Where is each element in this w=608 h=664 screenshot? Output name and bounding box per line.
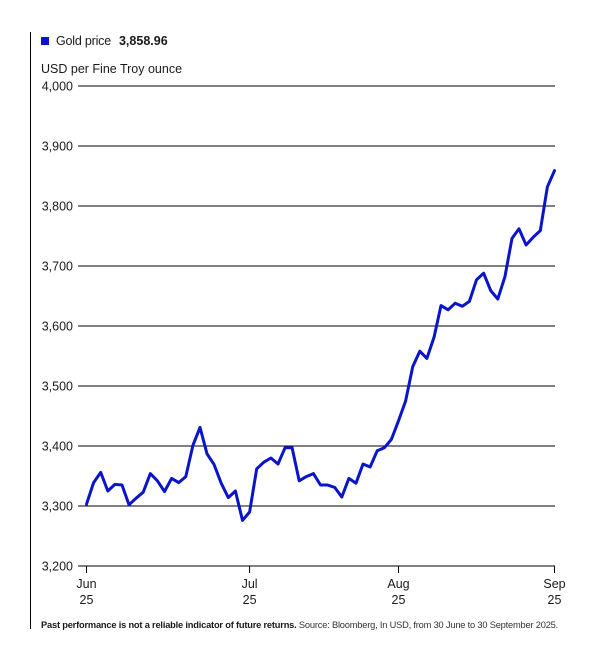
y-tick-label: 3,800 xyxy=(42,200,73,214)
y-tick-label: 3,300 xyxy=(42,500,73,514)
x-axis: Jun 25 Jul 25 Aug 25 Sep 25 xyxy=(76,566,566,607)
x-tick-label-year: 25 xyxy=(243,593,257,607)
left-frame-line xyxy=(30,32,31,629)
y-tick-label: 3,900 xyxy=(42,140,73,154)
y-tick-label: 3,400 xyxy=(42,440,73,454)
y-axis-unit-label: USD per Fine Troy ounce xyxy=(41,62,183,76)
footer-disclaimer: Past performance is not a reliable indic… xyxy=(41,620,297,630)
y-tick-label: 3,700 xyxy=(42,260,73,274)
footer-source: Source: Bloomberg, In USD, from 30 June … xyxy=(298,620,559,630)
x-tick-label-year: 25 xyxy=(80,593,94,607)
gridlines xyxy=(78,85,555,567)
legend-value: 3,858.96 xyxy=(118,34,168,48)
footer-note: Past performance is not a reliable indic… xyxy=(41,620,558,630)
x-tick-label-year: 25 xyxy=(548,593,562,607)
series-points xyxy=(86,170,555,521)
y-tick-label: 4,000 xyxy=(42,80,73,94)
gold-price-chart: 4,000 3,900 3,800 3,700 3,600 3,500 3,400 3,300… xyxy=(42,80,566,608)
legend-swatch-icon xyxy=(41,37,49,45)
y-tick-label: 3,200 xyxy=(42,560,73,574)
x-tick-label-month: Jul xyxy=(242,577,258,591)
x-tick-label-year: 25 xyxy=(392,593,406,607)
y-tick-label: 3,500 xyxy=(42,380,73,394)
x-tick-label-month: Aug xyxy=(387,577,409,591)
x-tick-label-month: Sep xyxy=(543,577,565,591)
series-line-gold-price xyxy=(85,169,556,522)
y-axis-labels: 4,000 3,900 3,800 3,700 3,600 3,500 3,400 3,300… xyxy=(42,80,73,574)
legend: Gold price 3,858.96 xyxy=(41,33,168,49)
x-tick-label-month: Jun xyxy=(76,577,96,591)
legend-label: Gold price xyxy=(56,34,111,48)
y-tick-label: 3,600 xyxy=(42,320,73,334)
